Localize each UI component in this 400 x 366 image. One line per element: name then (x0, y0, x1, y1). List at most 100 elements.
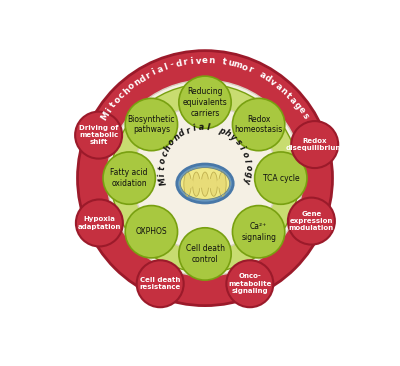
Text: t: t (108, 101, 118, 109)
Text: e: e (202, 56, 208, 65)
Text: d: d (175, 59, 183, 69)
Text: r: r (182, 57, 188, 67)
Text: o: o (158, 157, 168, 164)
Text: d: d (178, 128, 187, 139)
Text: i: i (237, 145, 246, 152)
Text: o: o (240, 62, 248, 72)
Text: i: i (192, 124, 197, 133)
Text: Hypoxia
adaptation: Hypoxia adaptation (78, 216, 121, 229)
Text: a: a (273, 81, 284, 92)
Text: OXPHOS: OXPHOS (136, 227, 167, 236)
Text: Biosynthetic
pathways: Biosynthetic pathways (128, 115, 175, 134)
Circle shape (226, 260, 273, 307)
Text: v: v (268, 77, 278, 88)
Text: Ca²⁺
signaling: Ca²⁺ signaling (241, 222, 276, 242)
Circle shape (137, 260, 184, 307)
Ellipse shape (206, 179, 214, 188)
Ellipse shape (186, 179, 194, 188)
Text: y: y (228, 132, 238, 143)
Text: t: t (222, 57, 228, 67)
Text: Gene
expression
modulation: Gene expression modulation (289, 211, 334, 231)
Text: i: i (158, 173, 167, 176)
Text: n: n (172, 132, 182, 143)
Ellipse shape (177, 164, 233, 203)
Text: Redox
disequilibrium: Redox disequilibrium (286, 138, 344, 151)
Text: h: h (121, 85, 132, 96)
Circle shape (179, 76, 231, 128)
Text: h: h (223, 128, 232, 139)
Text: u: u (227, 59, 235, 69)
Text: o: o (243, 165, 252, 171)
Text: n: n (132, 77, 142, 88)
Text: o: o (126, 81, 137, 92)
Circle shape (232, 206, 285, 258)
Ellipse shape (180, 168, 230, 199)
Text: s: s (300, 111, 310, 120)
Text: s: s (233, 138, 243, 147)
Circle shape (107, 80, 303, 276)
Circle shape (76, 199, 123, 246)
Text: l: l (207, 123, 210, 132)
Text: g: g (243, 171, 252, 178)
Text: Cell death
resistance: Cell death resistance (140, 277, 181, 290)
Circle shape (125, 206, 178, 258)
Ellipse shape (216, 179, 224, 188)
Text: y: y (242, 178, 252, 185)
Text: o: o (112, 95, 123, 105)
Text: v: v (195, 56, 202, 66)
Text: M: M (99, 110, 112, 122)
Ellipse shape (201, 172, 209, 196)
Circle shape (125, 98, 178, 151)
Text: c: c (117, 90, 127, 100)
Ellipse shape (210, 172, 218, 196)
Ellipse shape (196, 179, 204, 188)
Text: -: - (170, 60, 176, 70)
Text: d: d (137, 73, 147, 84)
Ellipse shape (184, 172, 191, 196)
Text: n: n (278, 85, 289, 96)
Text: m: m (232, 60, 243, 71)
Text: t: t (158, 165, 167, 170)
Ellipse shape (192, 172, 200, 196)
Circle shape (78, 51, 332, 306)
Text: l: l (163, 63, 169, 72)
Text: Reducing
equivalents
carriers: Reducing equivalents carriers (183, 87, 227, 117)
Circle shape (111, 84, 299, 272)
Circle shape (288, 198, 335, 244)
Text: r: r (144, 70, 152, 81)
Text: c: c (160, 150, 170, 158)
Text: h: h (163, 143, 173, 153)
Ellipse shape (219, 172, 226, 196)
Text: r: r (185, 126, 192, 135)
Text: Onco-
metabolite
signaling: Onco- metabolite signaling (228, 273, 272, 294)
Text: e: e (296, 105, 306, 115)
Text: o: o (167, 138, 177, 147)
Text: Fatty acid
oxidation: Fatty acid oxidation (110, 168, 148, 188)
Text: r: r (246, 65, 254, 75)
Text: a: a (156, 64, 164, 75)
Circle shape (132, 106, 278, 251)
Text: t: t (284, 90, 293, 100)
Text: l: l (242, 158, 252, 163)
Text: a: a (288, 95, 298, 105)
Text: d: d (263, 73, 273, 84)
Circle shape (255, 152, 307, 204)
Circle shape (75, 112, 122, 158)
Circle shape (291, 121, 338, 168)
Text: M: M (158, 176, 169, 186)
Text: Redox
homeostasis: Redox homeostasis (234, 115, 283, 134)
Circle shape (179, 228, 231, 280)
Circle shape (232, 98, 285, 151)
Text: TCA cycle: TCA cycle (262, 173, 299, 183)
Text: i: i (190, 57, 194, 66)
Text: i: i (104, 107, 114, 114)
Text: p: p (217, 125, 226, 136)
Text: i: i (151, 68, 157, 77)
Text: a: a (257, 70, 267, 81)
Text: Driving of
metabolic
shift: Driving of metabolic shift (79, 125, 118, 145)
Text: g: g (292, 100, 302, 110)
Text: o: o (240, 150, 250, 158)
Text: n: n (208, 56, 215, 66)
Text: Cell death
control: Cell death control (186, 244, 224, 264)
Circle shape (103, 152, 155, 204)
